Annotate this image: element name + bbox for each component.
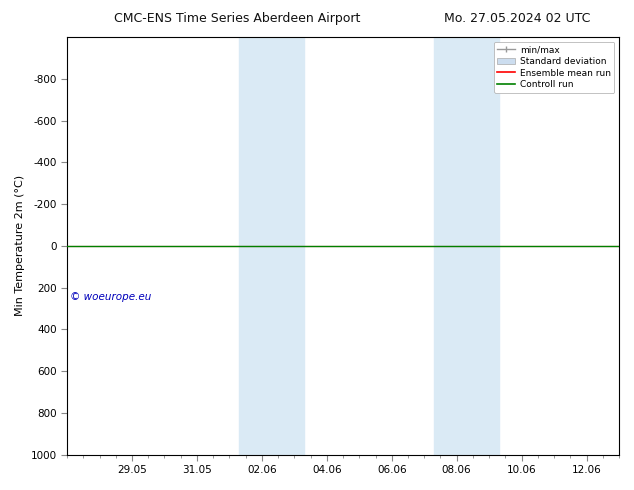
Text: CMC-ENS Time Series Aberdeen Airport: CMC-ENS Time Series Aberdeen Airport	[114, 12, 361, 25]
Y-axis label: Min Temperature 2m (°C): Min Temperature 2m (°C)	[15, 175, 25, 317]
Text: Mo. 27.05.2024 02 UTC: Mo. 27.05.2024 02 UTC	[444, 12, 590, 25]
Legend: min/max, Standard deviation, Ensemble mean run, Controll run: min/max, Standard deviation, Ensemble me…	[494, 42, 614, 93]
Bar	[434, 37, 499, 455]
Text: © woeurope.eu: © woeurope.eu	[70, 292, 152, 302]
Bar	[239, 37, 304, 455]
